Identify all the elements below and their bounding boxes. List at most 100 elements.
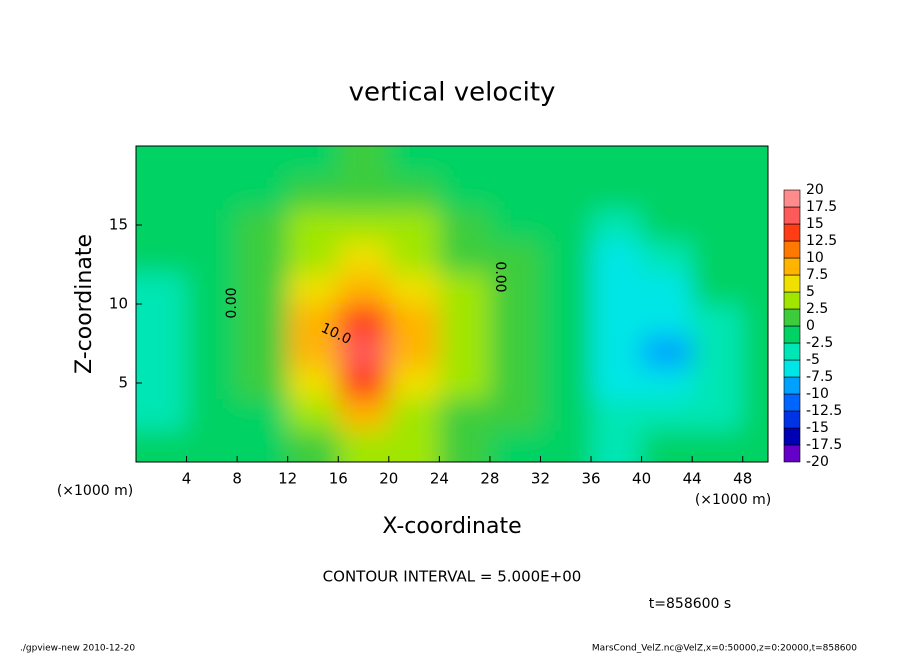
cell (641, 177, 693, 210)
colorbar-box (783, 444, 801, 463)
cell (692, 430, 744, 462)
y-unit: (×1000 m) (57, 483, 133, 499)
cell (388, 367, 440, 400)
y-tick-label: 15 (109, 216, 128, 234)
cell (489, 304, 541, 337)
cell (439, 430, 491, 462)
cell (540, 335, 592, 368)
footer-left: ./gpview-new 2010-12-20 (20, 644, 135, 654)
cell (388, 335, 440, 368)
cell (489, 430, 541, 462)
cell (186, 304, 238, 337)
cell (439, 398, 491, 431)
colorbar-box (783, 359, 801, 378)
cell (742, 430, 768, 462)
cell (237, 146, 289, 179)
cell (338, 146, 390, 179)
cell (742, 272, 768, 305)
x-tick-label: 36 (581, 470, 600, 488)
cell (439, 177, 491, 210)
x-tick-label: 4 (182, 470, 192, 488)
cell (186, 430, 238, 462)
x-tick-label: 8 (232, 470, 242, 488)
cell (641, 146, 693, 179)
chart-title: vertical velocity (349, 78, 556, 108)
x-tick-label: 20 (379, 470, 398, 488)
cell (237, 335, 289, 368)
cell (287, 177, 339, 210)
cell (237, 272, 289, 305)
cell (641, 304, 693, 337)
cell (136, 240, 188, 273)
y-tick-label: 10 (109, 295, 128, 313)
cell (540, 398, 592, 431)
colorbar-box (783, 189, 801, 208)
cell (136, 146, 188, 179)
cell (237, 430, 289, 462)
cell (136, 367, 188, 400)
colorbar-label: 5 (806, 284, 815, 300)
contour-interval: CONTOUR INTERVAL = 5.000E+00 (323, 568, 582, 586)
colorbar-box (783, 342, 801, 361)
cell (136, 398, 188, 431)
cell (186, 272, 238, 305)
cell (388, 272, 440, 305)
cell (388, 209, 440, 242)
cell (439, 240, 491, 273)
colorbar-box (783, 308, 801, 327)
cell (237, 240, 289, 273)
colorbar-label: 20 (806, 182, 824, 198)
x-tick-label: 16 (329, 470, 348, 488)
cell (540, 177, 592, 210)
cell (591, 430, 643, 462)
cell (489, 177, 541, 210)
field (136, 146, 768, 462)
cell (591, 240, 643, 273)
colorbar-label: -10 (806, 386, 829, 402)
time-label: t=858600 s (649, 596, 731, 612)
cell (136, 209, 188, 242)
cell (439, 367, 491, 400)
cell (641, 367, 693, 400)
cell (388, 398, 440, 431)
cell (237, 398, 289, 431)
cell (742, 240, 768, 273)
cell (641, 430, 693, 462)
cell (591, 367, 643, 400)
cell (489, 335, 541, 368)
x-tick-label: 28 (480, 470, 499, 488)
cell (489, 146, 541, 179)
x-unit: (×1000 m) (695, 492, 771, 508)
cell (287, 240, 339, 273)
cell (591, 304, 643, 337)
cell (489, 272, 541, 305)
cell (338, 335, 390, 368)
cell (692, 304, 744, 337)
cell (287, 209, 339, 242)
x-tick-label: 32 (531, 470, 550, 488)
cell (186, 177, 238, 210)
cell (186, 367, 238, 400)
cell (287, 272, 339, 305)
cell (439, 209, 491, 242)
cell (692, 209, 744, 242)
cell (338, 367, 390, 400)
cell (692, 146, 744, 179)
colorbar-box (783, 325, 801, 344)
cell (338, 272, 390, 305)
x-tick-label: 24 (430, 470, 449, 488)
cell (591, 209, 643, 242)
colorbar-label: 12.5 (806, 233, 837, 249)
cell (136, 430, 188, 462)
cell (540, 146, 592, 179)
cell (338, 240, 390, 273)
x-tick-label: 44 (683, 470, 702, 488)
cell (388, 146, 440, 179)
cell (540, 367, 592, 400)
cell (237, 367, 289, 400)
colorbar-box (783, 223, 801, 242)
cell (186, 398, 238, 431)
x-tick-label: 48 (733, 470, 752, 488)
